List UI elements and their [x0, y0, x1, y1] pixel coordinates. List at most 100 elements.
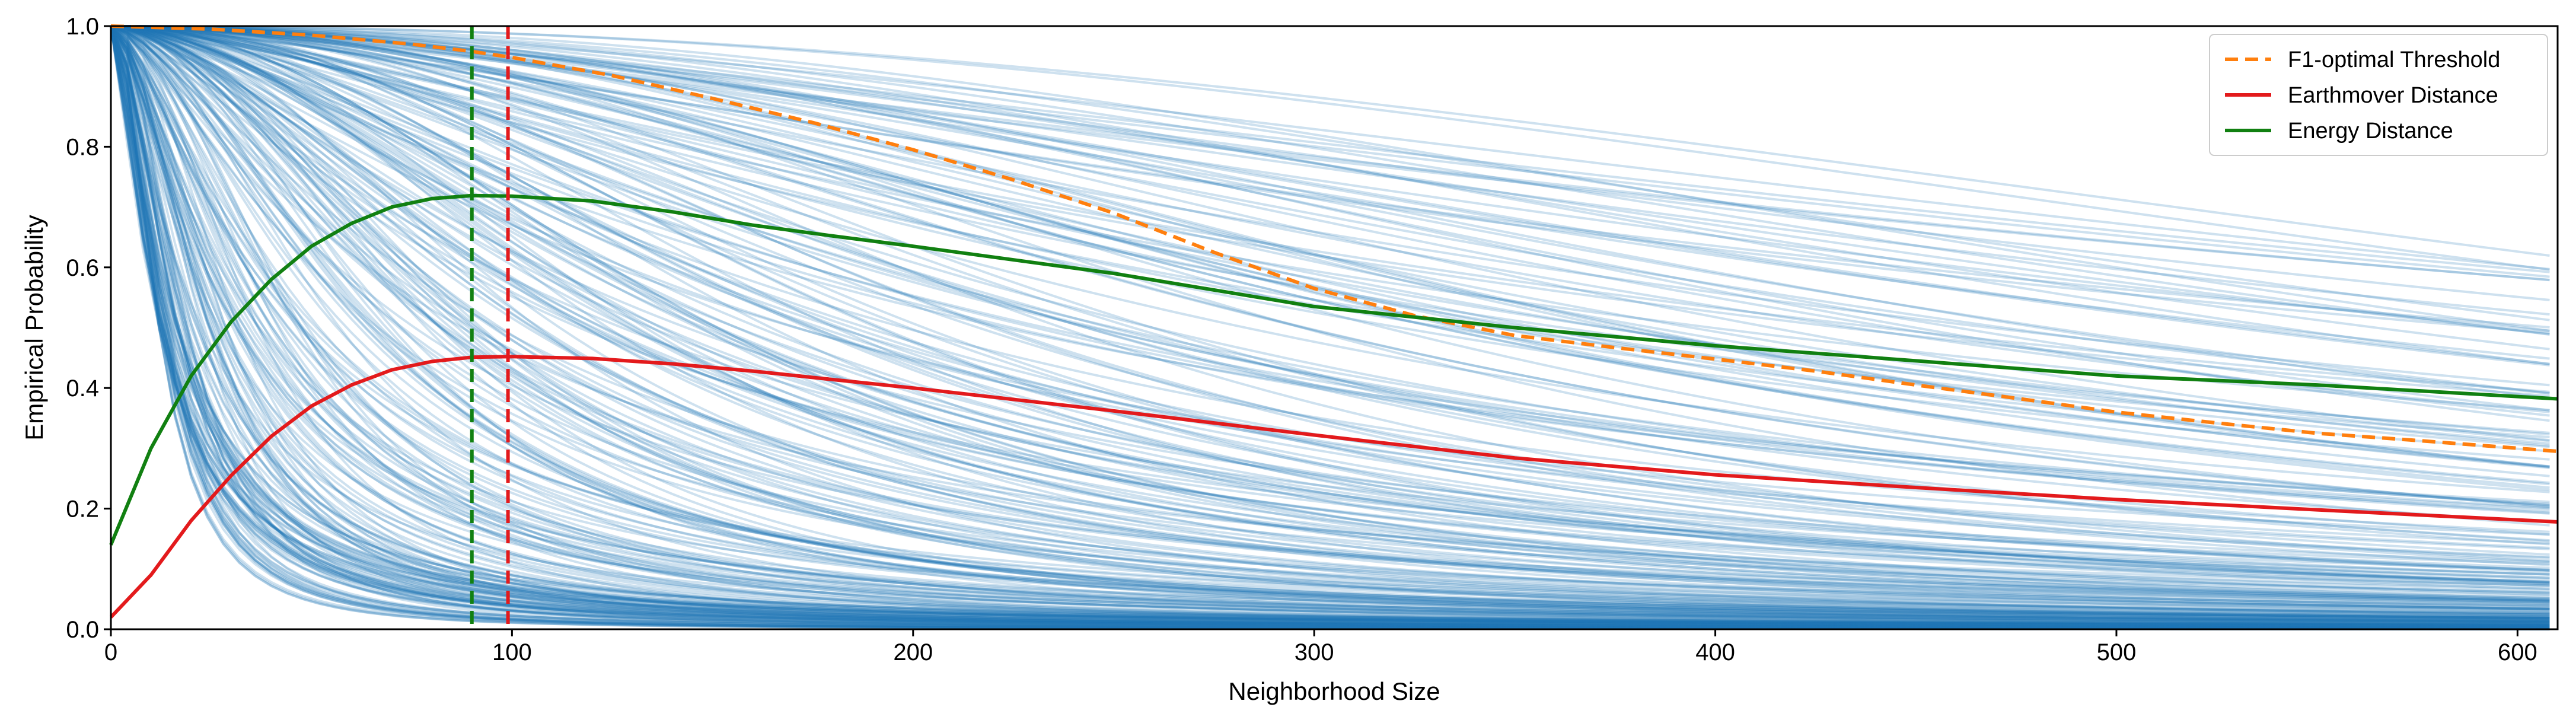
- background-curve: [110, 25, 2550, 563]
- background-curve: [110, 25, 2550, 630]
- background-curve: [110, 25, 2550, 594]
- background-curve: [110, 25, 2550, 594]
- background-curve: [110, 25, 2550, 618]
- background-curve: [110, 25, 2550, 273]
- background-curve: [111, 25, 2550, 271]
- background-curve: [110, 25, 2550, 613]
- background-curve: [110, 25, 2550, 625]
- background-curve: [110, 25, 2550, 618]
- background-curve: [110, 25, 2550, 434]
- background-curve: [110, 25, 2550, 611]
- background-curve: [110, 25, 2550, 627]
- background-curve: [110, 26, 2550, 629]
- background-curve: [110, 25, 2550, 585]
- background-curve: [110, 25, 2550, 623]
- background-curve: [110, 25, 2550, 439]
- background-curve: [110, 26, 2550, 630]
- background-curve: [110, 25, 2550, 620]
- background-curve: [110, 26, 2550, 627]
- background-curve: [110, 25, 2550, 360]
- background-curve: [110, 25, 2550, 620]
- background-curve: [110, 25, 2550, 607]
- background-curve: [110, 25, 2550, 412]
- background-curve: [110, 25, 2550, 569]
- background-curve: [110, 25, 2550, 461]
- background-curve: [110, 25, 2550, 606]
- background-curve: [110, 25, 2550, 627]
- background-curve: [110, 25, 2550, 565]
- background-curve: [110, 25, 2550, 590]
- background-curve: [110, 25, 2550, 594]
- background-curve: [110, 25, 2550, 412]
- series-line-f1-optimal-threshold: [110, 24, 2558, 453]
- background-curve: [110, 26, 2550, 629]
- background-curve: [110, 25, 2550, 493]
- background-curve: [110, 25, 2550, 626]
- y-tick-label: 0.4: [66, 375, 99, 402]
- background-curve: [110, 26, 2550, 629]
- background-curve: [110, 26, 2550, 627]
- background-curve: [111, 25, 2550, 422]
- background-curve: [110, 25, 2550, 600]
- background-curve: [110, 25, 2550, 571]
- background-curve: [110, 25, 2550, 579]
- background-curve: [110, 25, 2550, 542]
- background-curve: [110, 25, 2550, 413]
- background-curve: [110, 26, 2550, 629]
- background-curve: [110, 25, 2550, 619]
- background-curve: [110, 25, 2550, 618]
- y-tick-label: 0.2: [66, 496, 99, 523]
- background-curve: [110, 25, 2550, 506]
- background-curve: [110, 25, 2550, 550]
- series-line-earthmover-distance: [109, 355, 2558, 619]
- background-curve: [110, 26, 2550, 627]
- background-curve: [110, 25, 2550, 469]
- background-curves: [110, 25, 2550, 630]
- background-curve: [110, 25, 2550, 301]
- background-curve: [110, 25, 2550, 545]
- y-tick-label: 1.0: [66, 14, 99, 40]
- background-curve: [110, 25, 2550, 625]
- background-curve: [110, 25, 2550, 527]
- background-curve: [110, 26, 2550, 629]
- background-curve: [110, 26, 2550, 627]
- background-curve: [110, 25, 2550, 603]
- x-tick-label: 300: [1295, 639, 1334, 665]
- background-curve: [111, 25, 2550, 321]
- background-curve: [110, 25, 2550, 604]
- x-tick-label: 200: [893, 639, 933, 665]
- background-curve: [110, 25, 2550, 584]
- background-curve: [110, 25, 2550, 618]
- background-curve: [110, 25, 2550, 489]
- background-curve: [110, 25, 2550, 477]
- background-curve: [110, 25, 2550, 610]
- background-curve: [110, 25, 2550, 604]
- background-curve: [110, 25, 2550, 442]
- background-curve: [110, 25, 2550, 619]
- background-curve: [110, 25, 2550, 616]
- background-curve: [110, 26, 2550, 629]
- background-curve: [110, 25, 2550, 596]
- background-curve: [110, 25, 2550, 591]
- y-tick-label: 0.6: [66, 255, 99, 281]
- background-curve: [110, 26, 2550, 629]
- background-curve: [110, 25, 2550, 436]
- background-curve: [110, 26, 2550, 630]
- background-curve: [110, 25, 2550, 507]
- background-curve: [110, 25, 2550, 626]
- background-curve: [110, 25, 2550, 572]
- background-curve: [110, 26, 2550, 629]
- background-curve: [110, 26, 2550, 630]
- background-curve: [110, 25, 2550, 614]
- background-curve: [110, 25, 2550, 614]
- background-curve: [111, 25, 2550, 257]
- background-curve: [110, 25, 2550, 620]
- background-curve: [110, 26, 2550, 629]
- plot-frame: [110, 25, 2559, 630]
- background-curve: [110, 25, 2550, 563]
- background-curve: [110, 25, 2550, 613]
- background-curve: [110, 25, 2550, 351]
- background-curve: [110, 25, 2550, 620]
- background-curve: [110, 26, 2550, 627]
